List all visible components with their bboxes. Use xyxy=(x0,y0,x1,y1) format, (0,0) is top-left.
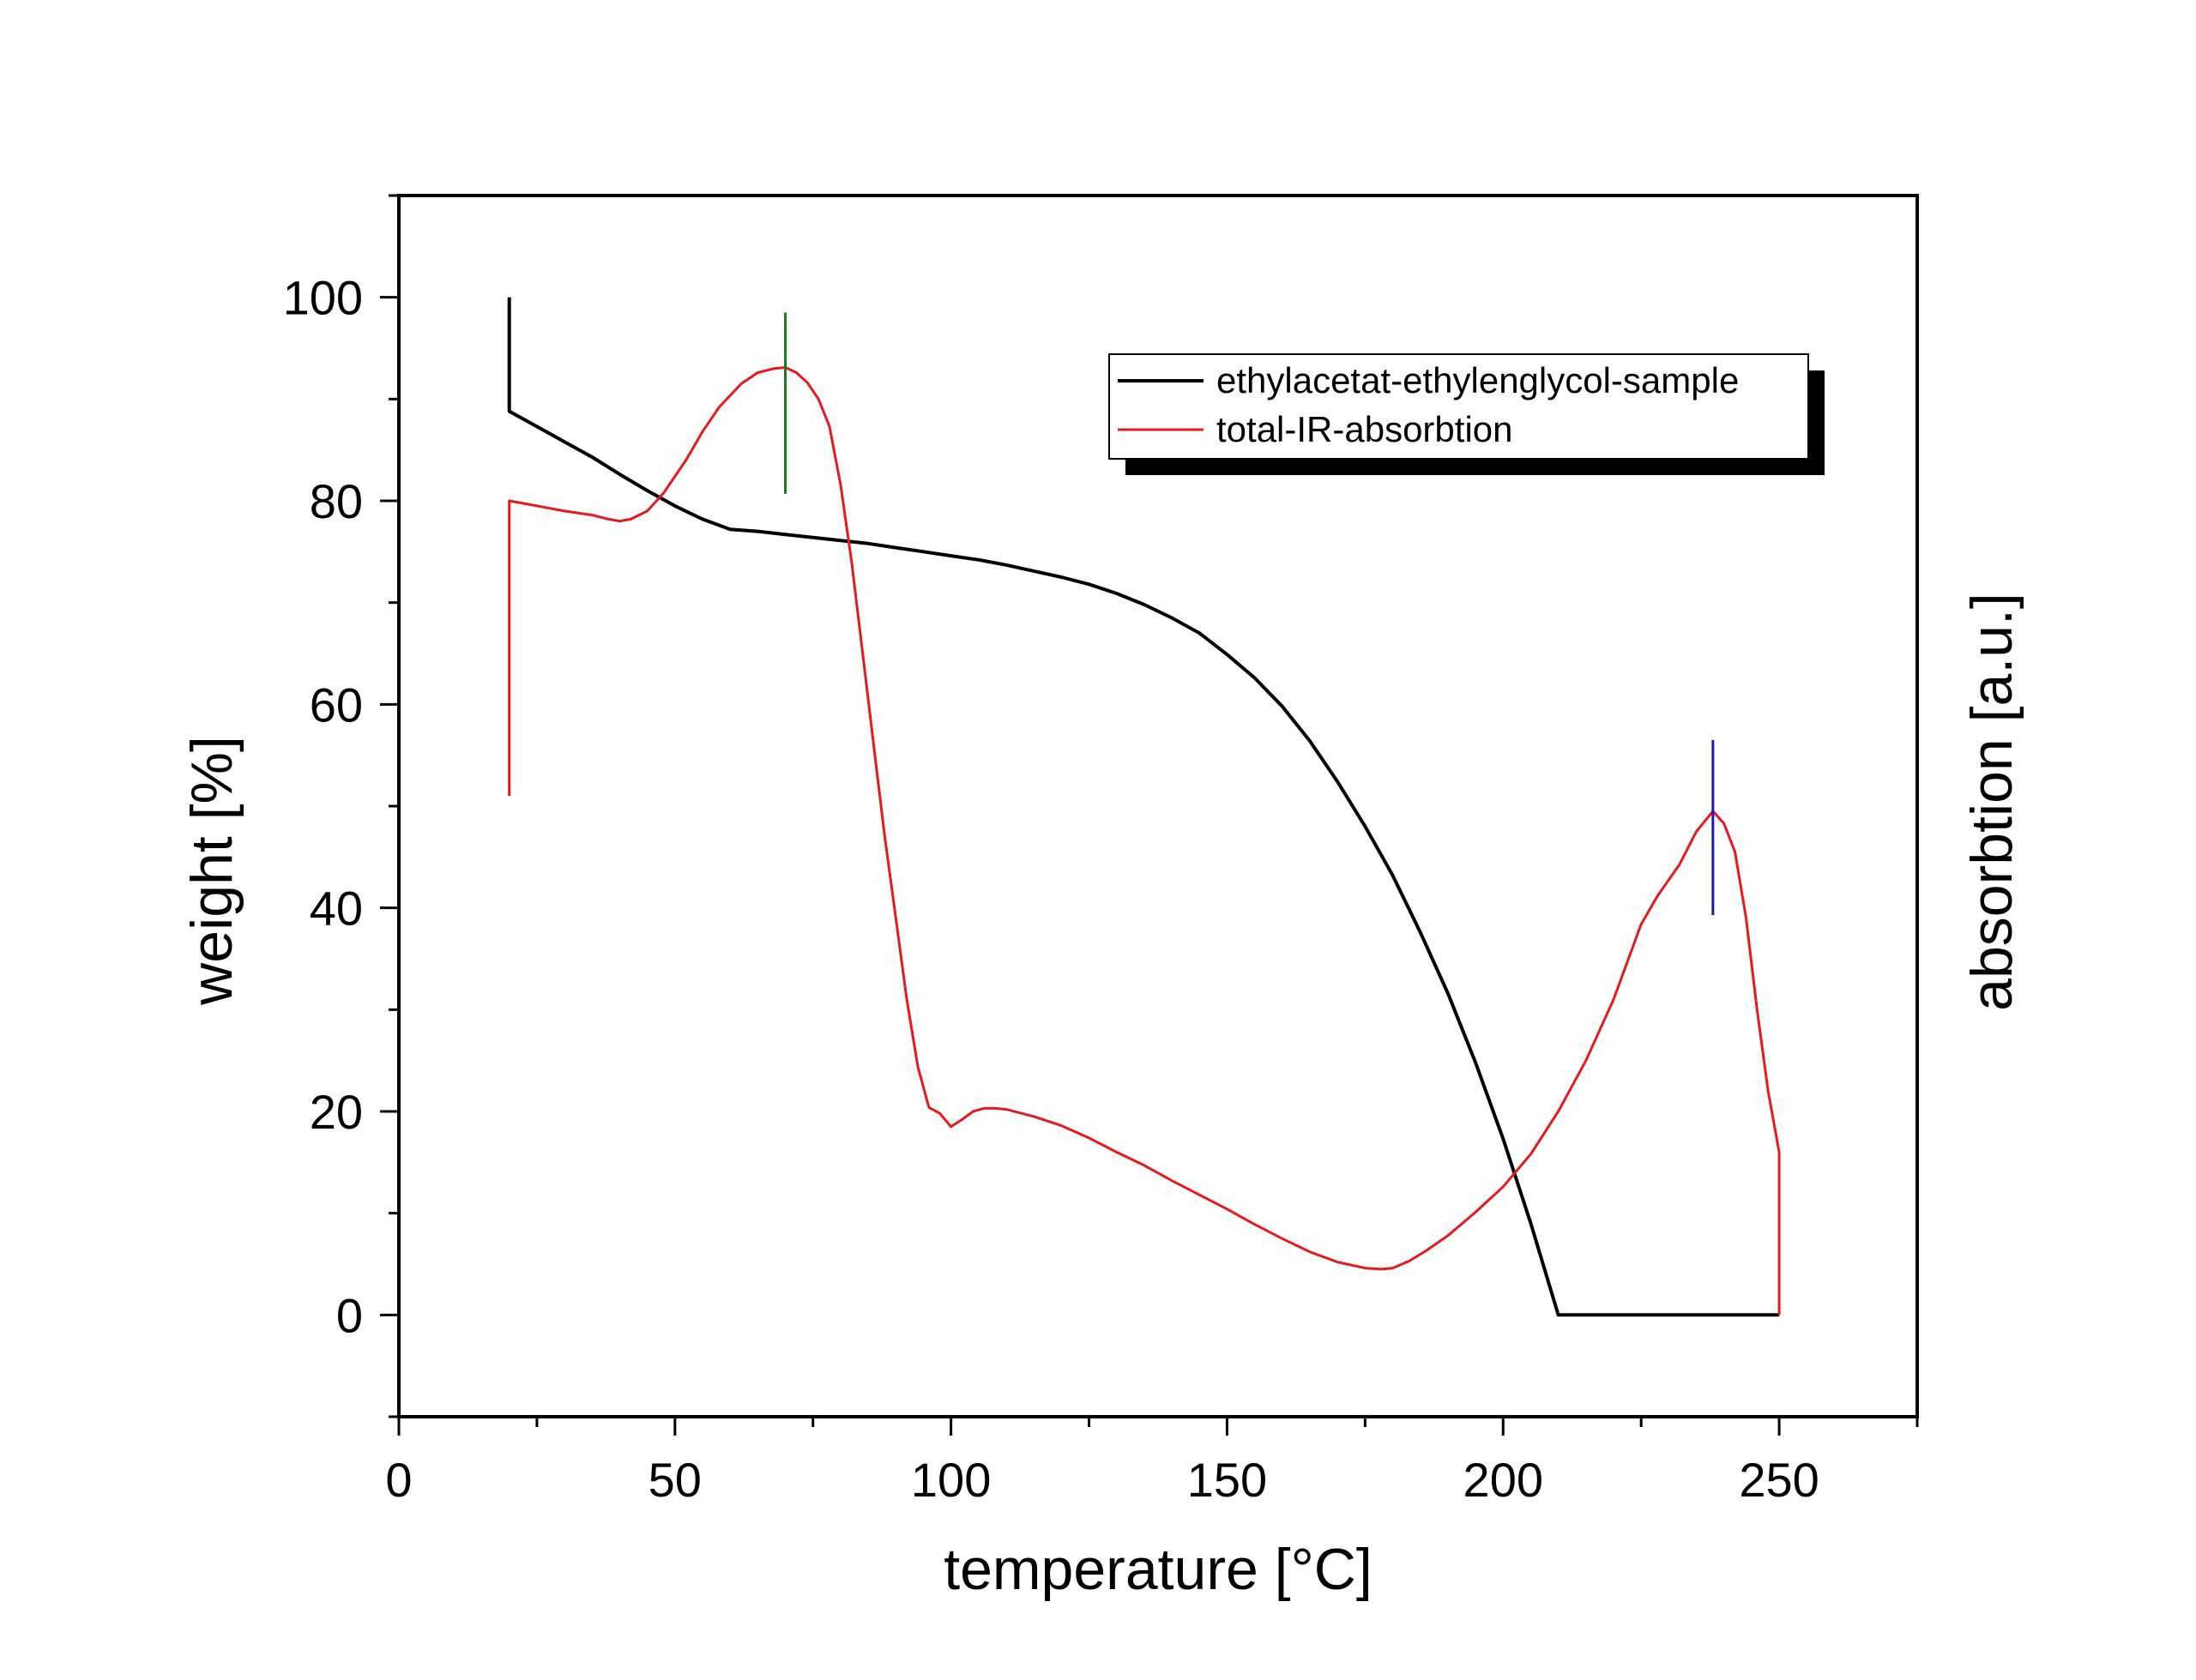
x-tick-label: 200 xyxy=(1463,1453,1543,1507)
y-tick-label: 40 xyxy=(310,882,363,936)
x-tick-label: 150 xyxy=(1187,1453,1267,1507)
y-tick-label: 20 xyxy=(310,1085,363,1139)
series-lines xyxy=(507,297,1781,1317)
series-line-ir-absorbtion xyxy=(508,366,1781,1316)
x-tick-label: 0 xyxy=(385,1453,412,1507)
legend-box xyxy=(1108,353,1809,460)
y-tick-label: 100 xyxy=(283,271,363,325)
x-axis: 0 50 100 150 200 250 xyxy=(385,1417,1919,1507)
x-tick-label: 50 xyxy=(649,1453,702,1507)
legend: ethylacetat-ethylenglycol-sample total-I… xyxy=(1108,353,1825,475)
y2-axis-title: absorbtion [a.u.] xyxy=(1959,593,2024,1011)
x-tick-label: 100 xyxy=(911,1453,991,1507)
x-tick-label: 250 xyxy=(1739,1453,1819,1507)
peak-markers xyxy=(784,312,1715,915)
x-axis-title: temperature [°C] xyxy=(944,1537,1372,1602)
y-tick-label: 80 xyxy=(310,474,363,528)
y-tick-label: 60 xyxy=(310,677,363,732)
y-tick-label: 0 xyxy=(336,1288,363,1342)
series-line-sample xyxy=(507,297,1780,1317)
y-axis: 0 20 40 60 80 100 xyxy=(283,194,399,1418)
y-axis-title: weight [%] xyxy=(179,736,244,1006)
legend-label-ir: total-IR-absorbtion xyxy=(1216,409,1513,449)
legend-label-sample: ethylacetat-ethylenglycol-sample xyxy=(1216,360,1739,400)
